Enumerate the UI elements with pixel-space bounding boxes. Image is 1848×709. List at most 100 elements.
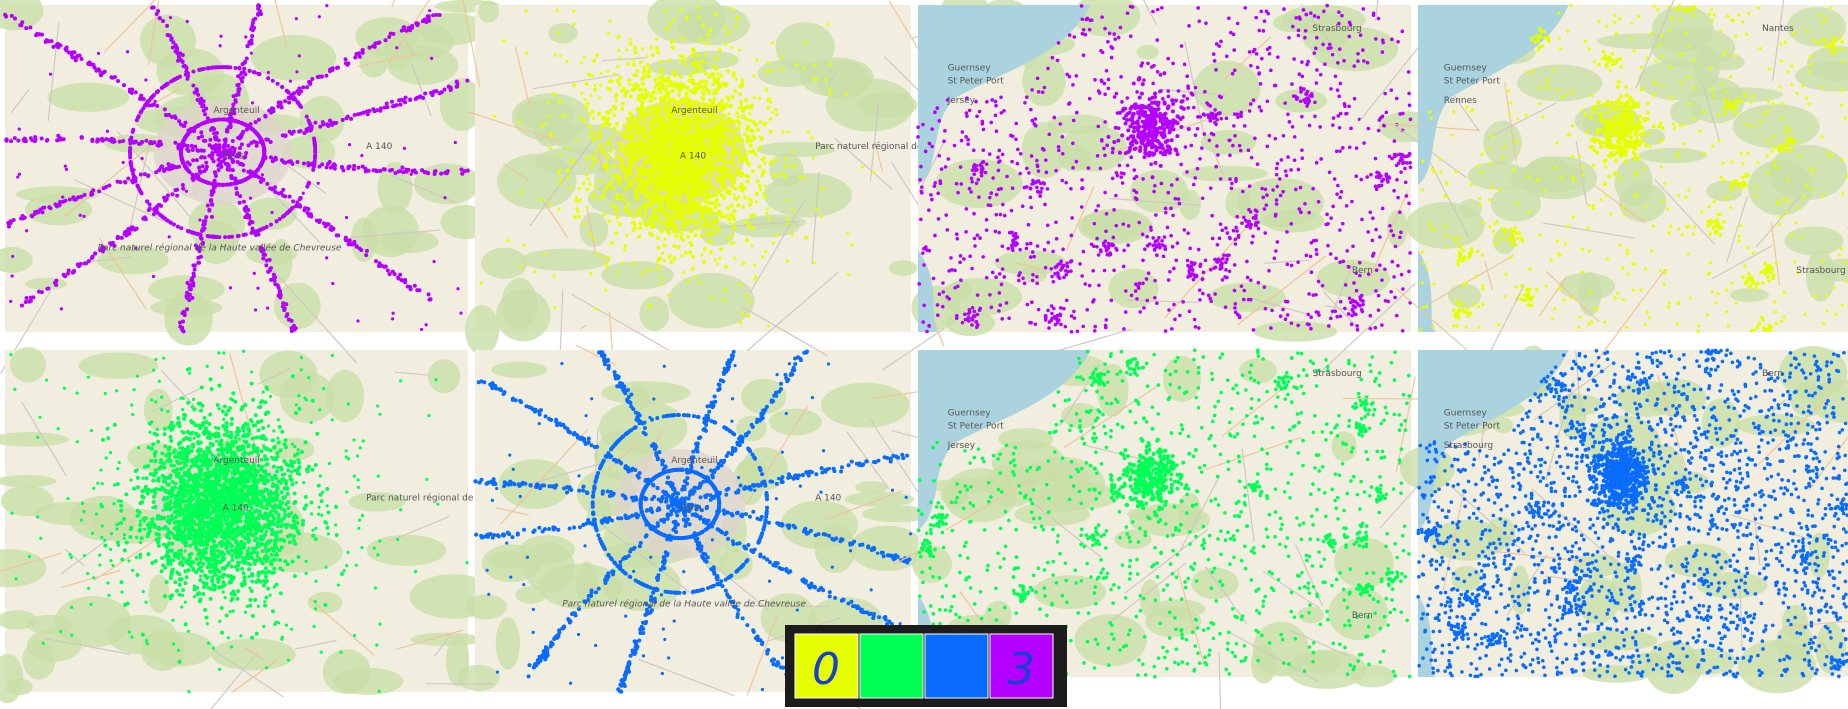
data-point bbox=[607, 140, 612, 145]
data-point bbox=[327, 69, 332, 74]
data-point bbox=[806, 130, 810, 134]
data-point bbox=[1109, 55, 1114, 60]
data-point bbox=[24, 295, 29, 300]
data-point bbox=[730, 204, 734, 209]
data-point bbox=[297, 54, 301, 58]
data-point bbox=[671, 155, 676, 160]
data-point bbox=[256, 3, 261, 8]
data-point bbox=[403, 100, 408, 105]
data-point bbox=[179, 155, 184, 160]
data-point bbox=[683, 63, 688, 67]
data-point bbox=[685, 190, 690, 195]
data-point bbox=[683, 250, 688, 255]
data-point bbox=[170, 192, 175, 197]
data-point bbox=[779, 67, 783, 71]
data-point bbox=[383, 264, 388, 269]
data-point bbox=[781, 130, 785, 134]
data-point bbox=[1161, 97, 1165, 101]
data-point bbox=[648, 124, 653, 129]
data-point bbox=[681, 210, 685, 214]
data-point bbox=[287, 194, 292, 199]
data-point bbox=[660, 74, 665, 78]
forest-area bbox=[251, 34, 337, 81]
data-point bbox=[638, 167, 643, 172]
data-point bbox=[650, 171, 654, 176]
data-point bbox=[679, 8, 683, 12]
data-point bbox=[726, 104, 731, 108]
data-point bbox=[734, 120, 738, 124]
data-point bbox=[347, 142, 352, 147]
data-point bbox=[688, 250, 693, 255]
data-point bbox=[614, 95, 618, 99]
data-point bbox=[325, 161, 330, 166]
data-point bbox=[364, 248, 369, 253]
data-point bbox=[1289, 263, 1294, 268]
data-point bbox=[648, 174, 653, 178]
data-point bbox=[759, 146, 763, 150]
data-point bbox=[390, 269, 395, 274]
data-point bbox=[312, 136, 317, 141]
data-point bbox=[543, 252, 547, 256]
data-point bbox=[768, 68, 773, 73]
data-point bbox=[590, 195, 595, 200]
data-point bbox=[182, 313, 187, 318]
data-point bbox=[287, 100, 292, 105]
data-point bbox=[744, 238, 749, 243]
data-point bbox=[673, 223, 678, 228]
data-point bbox=[667, 58, 672, 62]
data-point bbox=[1218, 177, 1223, 181]
data-point bbox=[180, 182, 185, 187]
data-point bbox=[689, 99, 694, 104]
data-point bbox=[671, 18, 675, 22]
data-point bbox=[259, 176, 264, 181]
data-point bbox=[194, 172, 199, 177]
data-point bbox=[320, 120, 325, 125]
data-point bbox=[9, 299, 13, 303]
data-point bbox=[651, 184, 656, 189]
data-point bbox=[1171, 61, 1175, 66]
data-point bbox=[671, 97, 676, 102]
data-point bbox=[285, 312, 290, 317]
data-point bbox=[570, 160, 575, 165]
data-point bbox=[703, 52, 708, 57]
data-point bbox=[181, 319, 186, 324]
data-point bbox=[410, 169, 415, 174]
data-point bbox=[753, 263, 757, 267]
data-point bbox=[739, 185, 743, 189]
data-point bbox=[685, 146, 689, 151]
data-point bbox=[667, 254, 672, 259]
data-point bbox=[1241, 297, 1246, 302]
forest-area bbox=[816, 60, 869, 100]
data-point bbox=[718, 256, 722, 260]
data-point bbox=[618, 182, 623, 187]
data-point bbox=[253, 233, 258, 238]
data-point bbox=[623, 248, 627, 252]
data-point bbox=[1060, 178, 1065, 183]
data-point bbox=[645, 54, 649, 58]
data-point bbox=[239, 161, 244, 166]
data-point bbox=[191, 69, 196, 74]
road bbox=[283, 162, 327, 194]
data-point bbox=[388, 31, 393, 36]
data-point bbox=[635, 68, 640, 73]
data-point bbox=[701, 225, 705, 229]
data-point bbox=[678, 74, 683, 79]
data-point bbox=[683, 118, 687, 122]
data-point bbox=[694, 101, 698, 105]
data-point bbox=[643, 173, 647, 177]
data-point bbox=[609, 108, 613, 112]
data-point bbox=[654, 37, 659, 41]
data-point bbox=[689, 61, 694, 66]
data-point bbox=[310, 161, 315, 166]
data-point bbox=[659, 194, 663, 198]
data-point bbox=[1175, 177, 1179, 182]
data-point bbox=[138, 110, 143, 115]
data-point bbox=[828, 62, 832, 67]
map-label: Parc naturel régional de la Haute vallée… bbox=[98, 242, 342, 253]
data-point bbox=[959, 138, 964, 143]
data-point bbox=[1232, 68, 1237, 73]
data-point bbox=[640, 215, 645, 220]
data-point bbox=[428, 9, 432, 13]
